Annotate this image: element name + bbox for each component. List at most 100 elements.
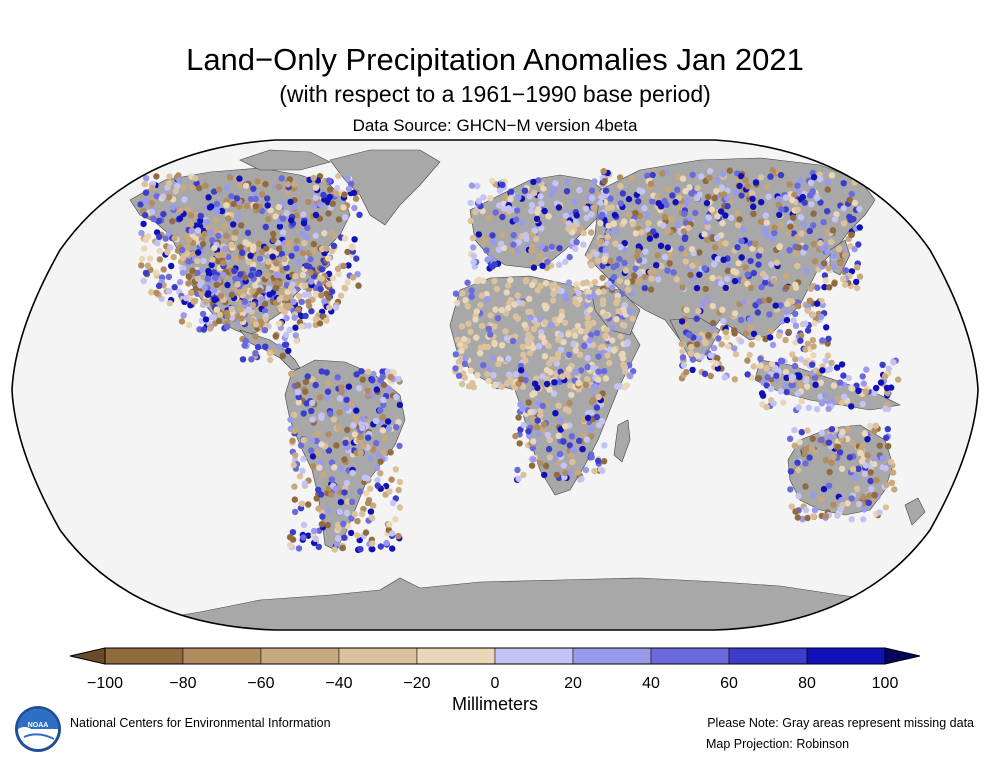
station-point (601, 255, 608, 263)
station-point (342, 285, 349, 292)
station-point (228, 291, 235, 298)
station-point (481, 235, 489, 243)
station-point (220, 251, 227, 259)
station-point (341, 191, 348, 198)
station-point (719, 306, 726, 313)
station-point (179, 269, 187, 277)
station-point (839, 275, 847, 283)
station-point (659, 170, 666, 177)
station-point (255, 240, 263, 248)
station-point (689, 171, 696, 179)
station-point (351, 204, 358, 212)
station-point (289, 529, 297, 536)
station-point (625, 195, 633, 203)
station-point (237, 271, 244, 278)
station-point (290, 298, 297, 305)
station-point (810, 173, 818, 181)
station-point (824, 228, 831, 236)
station-point (769, 167, 776, 174)
station-point (848, 268, 856, 275)
station-point (265, 258, 272, 265)
station-point (814, 284, 821, 291)
station-point (830, 264, 837, 271)
station-point (237, 244, 244, 251)
station-point (828, 172, 836, 179)
station-point (573, 212, 580, 219)
station-point (189, 267, 196, 274)
station-point (396, 504, 404, 511)
station-point (344, 444, 351, 451)
station-point (719, 171, 727, 178)
station-point (267, 248, 275, 255)
colorbar-tick-label: 20 (564, 675, 582, 692)
station-point (555, 204, 563, 211)
madagascar (613, 419, 631, 463)
station-point (312, 381, 319, 389)
station-point (795, 188, 803, 195)
station-point (830, 252, 837, 260)
station-point (340, 520, 347, 527)
station-point (641, 273, 648, 281)
station-point (291, 181, 298, 188)
station-point (252, 195, 259, 203)
station-point (757, 174, 765, 181)
station-point (831, 216, 839, 223)
station-point (803, 267, 811, 275)
station-point (720, 191, 728, 198)
station-point (215, 186, 223, 193)
station-point (181, 196, 188, 203)
station-point (851, 246, 858, 253)
station-point (213, 281, 220, 288)
station-point (470, 258, 477, 266)
station-point (252, 203, 259, 210)
station-point (344, 278, 351, 286)
colorbar-tick-label: −80 (169, 675, 197, 692)
station-point (782, 272, 790, 280)
station-point (722, 240, 729, 247)
station-point (521, 187, 529, 194)
station-point (224, 323, 231, 330)
station-point (474, 182, 481, 190)
station-point (360, 415, 367, 423)
station-point (347, 180, 355, 187)
station-point (272, 285, 280, 292)
station-point (310, 527, 318, 535)
station-point (287, 198, 294, 206)
station-point (325, 431, 332, 438)
station-point (379, 413, 386, 421)
station-point (635, 198, 642, 205)
station-point (538, 242, 545, 250)
station-point (794, 262, 801, 270)
station-point (364, 499, 372, 507)
station-point (357, 433, 364, 441)
station-point (166, 300, 174, 307)
station-point (495, 246, 503, 253)
station-point (206, 325, 214, 332)
station-point (256, 255, 264, 262)
station-point (351, 510, 359, 518)
station-point (356, 385, 363, 392)
station-point (661, 253, 669, 261)
station-point (588, 261, 595, 269)
station-point (594, 257, 602, 264)
station-point (395, 532, 402, 540)
station-point (762, 279, 769, 286)
station-point (475, 231, 482, 238)
station-point (273, 260, 280, 267)
station-point (821, 283, 828, 291)
station-point (769, 235, 776, 242)
new-zealand (904, 497, 926, 526)
station-point (734, 244, 741, 251)
station-point (580, 241, 587, 248)
station-points (137, 167, 902, 553)
station-point (312, 535, 319, 543)
station-point (642, 248, 649, 255)
station-point (601, 178, 608, 185)
station-point (667, 215, 675, 223)
station-point (645, 220, 652, 227)
station-point (365, 434, 372, 441)
station-point (682, 234, 689, 241)
station-point (837, 259, 844, 267)
station-point (296, 473, 304, 480)
station-point (387, 373, 394, 381)
